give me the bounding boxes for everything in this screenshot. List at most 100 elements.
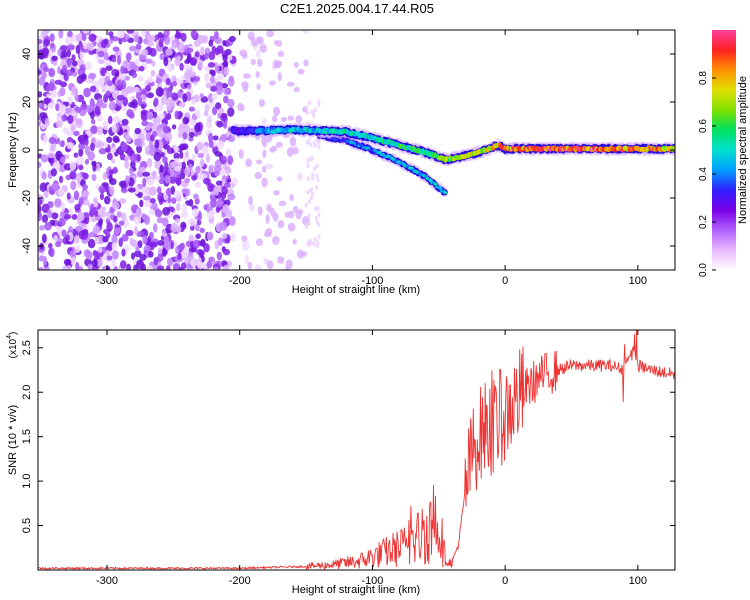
noise-blob [137, 76, 144, 82]
noise-blob [53, 235, 58, 242]
noise-blob [68, 208, 73, 217]
noise-blob [189, 225, 195, 231]
noise-blob [288, 210, 295, 219]
noise-blob [254, 171, 262, 180]
noise-blob [142, 177, 147, 188]
noise-blob [137, 96, 142, 107]
noise-blob [66, 30, 73, 39]
noise-blob [46, 209, 53, 219]
noise-blob [113, 215, 118, 223]
noise-blob [157, 31, 163, 39]
noise-blob [173, 152, 180, 160]
noise-blob [250, 40, 259, 47]
noise-blob [184, 188, 191, 197]
noise-blob [146, 157, 153, 168]
noise-blob [116, 94, 125, 101]
noise-blob [215, 180, 223, 186]
trace-core [443, 191, 448, 195]
noise-blob [314, 206, 318, 212]
noise-blob [82, 41, 88, 50]
noise-blob [136, 259, 144, 269]
noise-blob [111, 123, 117, 133]
noise-blob [223, 60, 229, 68]
snr-line [38, 330, 675, 570]
noise-blob [206, 120, 212, 129]
noise-blob [91, 259, 98, 267]
noise-blob [60, 156, 66, 164]
noise-blob [200, 46, 205, 56]
y-tick-label: 20 [21, 96, 33, 108]
noise-blob [164, 161, 169, 172]
noise-blob [287, 115, 294, 121]
noise-blob [179, 143, 186, 151]
noise-blob [59, 210, 65, 218]
noise-blob [155, 77, 163, 84]
noise-blob [77, 211, 85, 222]
noise-blob [109, 38, 114, 44]
noise-blob [194, 109, 201, 117]
spectrogram-y-label: Frequency (Hz) [7, 112, 19, 188]
noise-blob [184, 59, 191, 65]
noise-blob [307, 213, 311, 219]
noise-blob [304, 202, 308, 208]
noise-blob [105, 90, 112, 97]
noise-blob [99, 193, 105, 201]
noise-blob [93, 209, 99, 217]
noise-blob [120, 187, 128, 194]
noise-blob [106, 152, 113, 161]
noise-blob [163, 35, 171, 46]
noise-blob [204, 72, 210, 83]
noise-blob [316, 177, 320, 183]
noise-blob [47, 152, 56, 159]
noise-blob [244, 255, 249, 264]
noise-blob [165, 187, 172, 197]
noise-blob [90, 215, 97, 223]
noise-blob [41, 203, 50, 214]
noise-blob [211, 93, 218, 102]
noise-blob [159, 52, 165, 61]
noise-blob [102, 172, 108, 180]
noise-blob [57, 188, 65, 197]
noise-blob [94, 105, 101, 116]
noise-blob [182, 116, 190, 125]
noise-blob [105, 249, 110, 256]
noise-blob [136, 231, 145, 238]
noise-blob [221, 155, 228, 163]
noise-blob [223, 88, 232, 96]
noise-blob [222, 120, 228, 129]
noise-blob [100, 246, 107, 254]
noise-blob [206, 260, 212, 269]
noise-blob [227, 98, 235, 108]
noise-blob [220, 191, 227, 200]
noise-blob [61, 104, 66, 111]
noise-blob [141, 30, 147, 37]
noise-blob [217, 107, 225, 114]
noise-blob [112, 166, 118, 175]
noise-blob [75, 118, 83, 128]
noise-blob [118, 72, 126, 81]
y-tick-label: -40 [21, 238, 33, 254]
noise-blob [242, 73, 251, 79]
noise-blob [96, 115, 103, 122]
noise-blob [102, 236, 109, 243]
noise-blob [297, 68, 305, 75]
noise-blob [197, 152, 205, 159]
noise-blob [173, 146, 180, 152]
noise-blob [38, 38, 43, 45]
noise-blob [163, 56, 169, 67]
noise-blob [99, 210, 107, 218]
noise-blob [113, 115, 120, 124]
noise-blob [203, 177, 211, 185]
noise-blob [148, 250, 154, 258]
noise-blob [257, 206, 263, 216]
noise-blob [208, 101, 215, 107]
noise-blob [97, 78, 105, 87]
noise-blob [255, 49, 261, 58]
noise-blob [206, 114, 212, 120]
noise-blob [93, 197, 98, 203]
noise-blob [254, 264, 262, 270]
noise-blob [139, 199, 144, 208]
noise-blob [259, 44, 267, 53]
noise-blob [98, 185, 106, 193]
noise-blob [67, 44, 76, 51]
